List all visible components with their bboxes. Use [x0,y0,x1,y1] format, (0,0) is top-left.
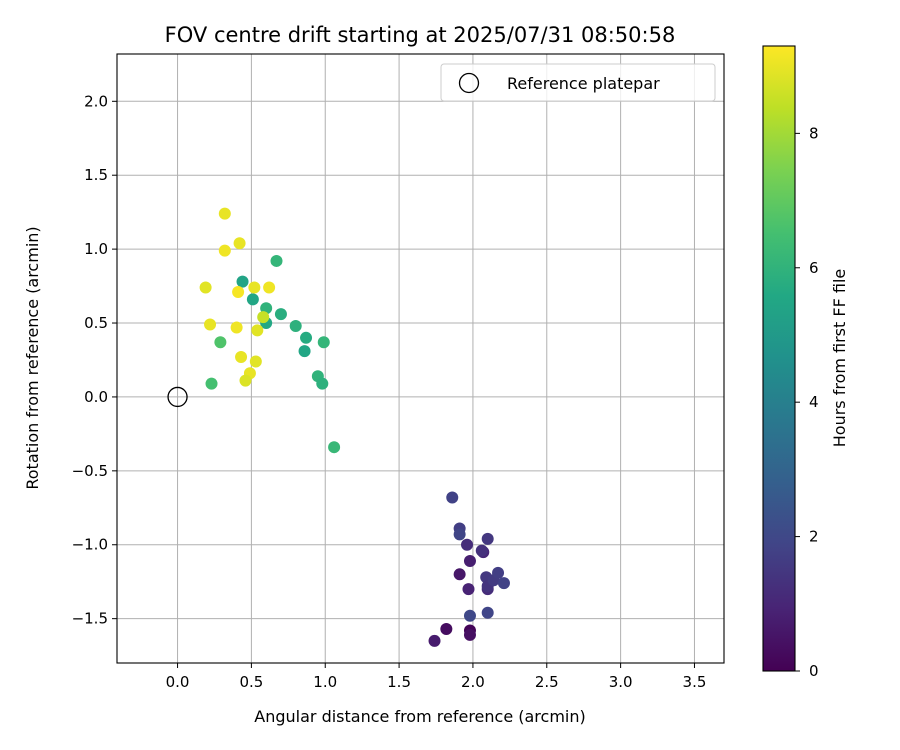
x-axis-ticks: 0.0 0.5 1.0 1.5 2.0 2.5 3.0 3.5 [166,663,707,691]
y-axis-label: Rotation from reference (arcmin) [23,226,42,489]
colorbar-tick-label: 4 [809,393,819,411]
data-point [453,528,466,541]
data-point [263,281,276,294]
data-point [239,374,252,387]
colorbar-ticks: 0 2 4 6 8 [795,124,819,680]
x-axis-label: Angular distance from reference (arcmin) [254,707,585,726]
data-point [461,538,474,551]
data-point [328,441,341,454]
y-tick-label: 0.5 [84,314,108,332]
data-point [249,355,262,368]
legend-marker-icon [458,72,480,94]
colorbar-tick-label: 2 [809,528,819,546]
data-point [235,351,248,364]
data-point [270,254,283,267]
data-point [236,275,249,288]
data-point [274,308,287,321]
x-tick-label: 3.0 [609,673,633,691]
data-point [463,628,476,641]
data-point [475,544,488,557]
data-point [289,319,302,332]
legend-entry-reference: Reference platepar [507,74,660,93]
y-axis-ticks: −1.5 −1.0 −0.5 0.0 0.5 1.0 1.5 2.0 [72,92,117,628]
data-point [230,321,243,334]
colorbar-tick-label: 6 [809,259,819,277]
y-tick-label: 1.5 [84,166,108,184]
x-tick-label: 1.0 [313,673,337,691]
data-point [317,336,330,349]
data-point [214,336,227,349]
x-tick-label: 2.5 [535,673,559,691]
data-point [232,285,245,298]
data-point [316,377,329,390]
data-point [205,377,218,390]
plot-frame [116,53,725,664]
data-point [257,311,270,324]
data-point [481,606,494,619]
y-tick-label: 1.0 [84,240,108,258]
data-point [453,568,466,581]
data-point [462,583,475,596]
data-point [492,566,505,579]
colorbar-tick-label: 0 [809,662,819,680]
reference-point-marker [167,386,188,408]
colorbar-label: Hours from first FF file [830,269,849,448]
x-tick-label: 0.0 [166,673,190,691]
data-point [251,324,264,337]
data-point [218,244,231,257]
data-point [248,281,261,294]
y-tick-label: −0.5 [72,462,108,480]
data-point [233,237,246,250]
colorbar-tick-label: 8 [809,124,819,142]
legend: Reference platepar [440,63,716,102]
x-tick-label: 1.5 [387,673,411,691]
data-point [481,532,494,545]
data-point [497,577,510,590]
data-point [300,331,313,344]
data-point [428,634,441,647]
data-point [298,345,311,358]
data-points [199,207,510,647]
x-tick-label: 0.5 [239,673,263,691]
data-point [199,281,212,294]
data-point [463,609,476,622]
x-tick-label: 2.0 [461,673,485,691]
data-point [218,207,231,220]
colorbar-gradient [762,45,796,672]
chart-title: FOV centre drift starting at 2025/07/31 … [165,23,676,47]
data-point [463,555,476,568]
y-tick-label: 0.0 [84,388,108,406]
y-tick-label: 2.0 [84,92,108,110]
data-point [446,491,459,504]
colorbar: 0 2 4 6 8 Hours from first FF file [762,45,849,680]
y-tick-label: −1.0 [72,536,108,554]
data-point [440,623,453,636]
grid [117,54,724,663]
data-point [204,318,217,331]
x-tick-label: 3.5 [683,673,707,691]
legend-box [440,63,716,102]
data-point [246,293,259,306]
y-tick-label: −1.5 [72,610,108,628]
